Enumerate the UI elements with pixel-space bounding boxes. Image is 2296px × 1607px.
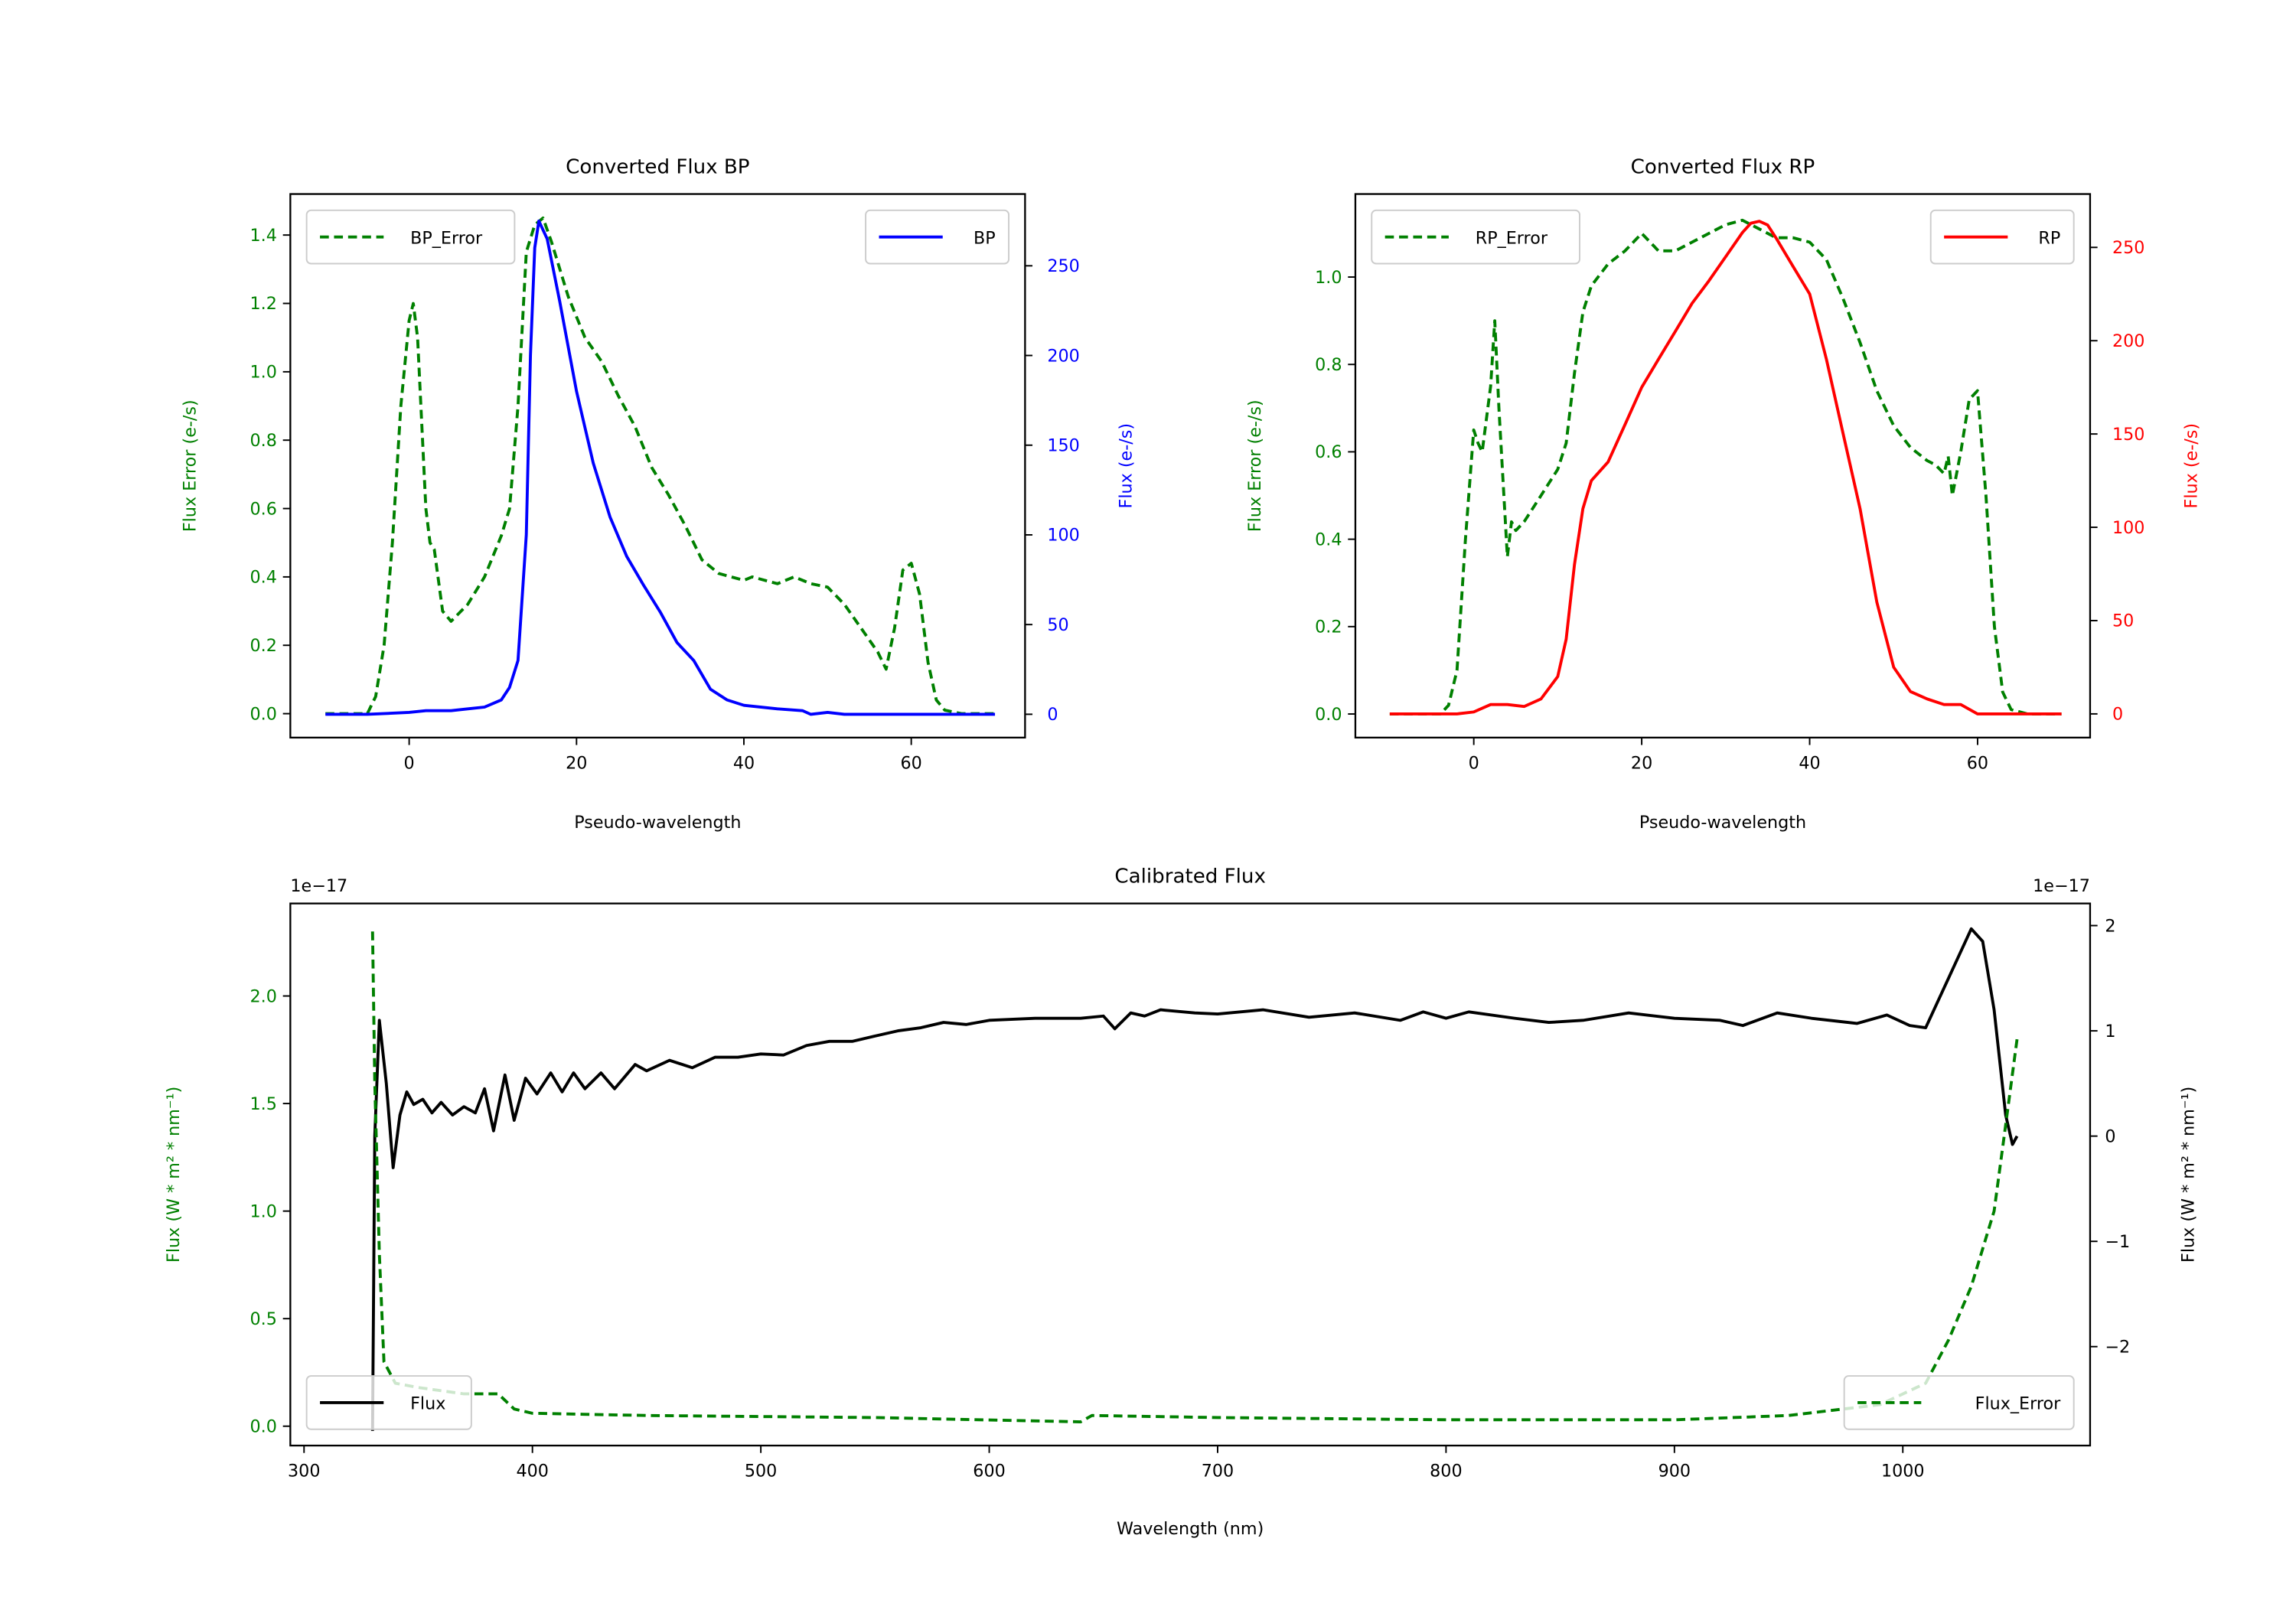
series-line-rp [1389,220,2062,715]
x-axis-label: Wavelength (nm) [1117,1519,1264,1539]
y-right-tick-label: 150 [2112,425,2144,445]
x-tick-label: 60 [1967,754,1988,774]
chart-1: Converted Flux RP 0 20 40 60 Pseudo-wavelengt… [1245,155,2201,832]
legend-label: Flux_Error [1975,1394,2061,1414]
y-left-tick-label: 0.0 [250,1416,277,1436]
y-left-tick-label: 0.8 [1315,355,1342,375]
x-tick-label: 0 [404,754,415,774]
chart-title: Calibrated Flux [1114,865,1266,888]
legend-box [305,1375,472,1430]
y-right-tick-label: 0 [2105,1126,2115,1146]
legend-bp: BP [865,209,1010,265]
y-left-tick-label: 0.5 [250,1309,277,1329]
chart-title: Converted Flux RP [1631,155,1815,178]
y-right-tick-label: 150 [1047,435,1079,455]
series-line-bp-error [325,216,996,715]
x-tick-label: 800 [1430,1462,1462,1482]
y-right-tick-label: 200 [2112,331,2144,351]
x-tick-label: 40 [733,754,755,774]
x-tick-label: 1000 [1881,1462,1925,1482]
legend-rp-error: RP_Error [1371,209,1580,265]
y-left-axis-label: Flux (W * m² * nm⁻¹) [164,1087,184,1263]
legend-flux: Flux [305,1375,472,1430]
y-right-tick-label: 1 [2105,1022,2115,1041]
y-right-tick-label: 200 [1047,346,1079,366]
chart-2: Calibrated Flux 300 400 500 600 700 800 900 1000… [164,865,2198,1540]
y-right-tick-label: 100 [2112,518,2144,538]
chart-title: Converted Flux BP [566,155,749,178]
y-right-tick-label: 100 [1047,526,1079,546]
legend-rp: RP [1929,209,2075,265]
y-left-tick-label: 0.4 [1315,530,1342,549]
y-right-axis-label: Flux (e-/s) [2181,423,2201,508]
x-tick-label: 700 [1202,1462,1234,1482]
x-tick-label: 600 [973,1462,1005,1482]
axes-frame [1354,193,2092,739]
series-line-flux [370,927,2019,1431]
x-tick-label: 500 [745,1462,777,1482]
y-left-tick-label: 0.6 [1315,442,1342,462]
x-tick-label: 900 [1658,1462,1691,1482]
y-right-tick-label: 0 [1047,705,1058,725]
y-right-tick-label: −2 [2105,1337,2130,1357]
legend-box [305,209,516,265]
y-left-tick-label: 0.2 [1315,618,1342,637]
x-tick-label: 400 [516,1462,548,1482]
x-tick-label: 60 [900,754,921,774]
legend-label: RP_Error [1476,228,1548,248]
chart-0: Converted Flux BP 0 20 40 60 Pseudo-wavelengt… [180,155,1136,832]
y-left-tick-label: 0.0 [1315,705,1342,725]
x-axis-label: Pseudo-wavelength [574,813,741,833]
legend-box [1371,209,1580,265]
y-right-offset-label: 1e−17 [2033,876,2090,896]
y-right-tick-label: −1 [2105,1232,2130,1252]
y-left-tick-label: 2.0 [250,986,277,1006]
y-right-tick-label: 250 [1047,256,1079,276]
legend-label: BP_Error [410,228,483,248]
series-line-rp-error [1389,218,2062,716]
x-tick-label: 300 [288,1462,320,1482]
y-left-axis-label: Flux Error (e-/s) [1245,399,1265,532]
axes-frame [289,902,2092,1447]
legend-bp-error: BP_Error [305,209,516,265]
y-left-tick-label: 1.0 [250,1201,277,1221]
y-right-axis-label: Flux (e-/s) [1117,423,1137,509]
y-right-tick-label: 2 [2105,916,2115,936]
x-tick-label: 20 [1631,754,1652,774]
y-left-axis-label: Flux Error (e-/s) [180,399,200,532]
legend-box [1843,1375,2075,1430]
series-line-bp [325,219,996,716]
x-axis-label: Pseudo-wavelength [1639,813,1806,833]
y-left-tick-label: 1.0 [250,363,277,383]
legend-label: Flux [410,1394,445,1414]
legend-label: RP [2038,228,2060,248]
x-tick-label: 0 [1469,754,1479,774]
legend-flux-error: Flux_Error [1843,1375,2075,1430]
y-right-tick-label: 0 [2112,705,2123,725]
y-left-tick-label: 0.4 [250,568,277,588]
series-line-flux-error [370,931,2019,1423]
y-right-tick-label: 50 [2112,611,2134,631]
y-left-tick-label: 1.2 [250,294,277,314]
y-left-tick-label: 0.6 [250,499,277,519]
y-right-tick-label: 50 [1047,615,1068,635]
y-right-axis-label: Flux (W * m² * nm⁻¹) [2178,1087,2198,1263]
axes-frame [289,193,1026,739]
x-tick-label: 20 [566,754,587,774]
y-left-tick-label: 0.0 [250,704,277,724]
x-tick-label: 40 [1799,754,1820,774]
y-left-tick-label: 1.4 [250,226,277,246]
y-right-tick-label: 250 [2112,238,2144,258]
y-left-tick-label: 1.0 [1315,268,1342,288]
y-left-tick-label: 0.2 [250,636,277,656]
legend-label: BP [974,228,996,248]
y-left-offset-label: 1e−17 [290,876,347,896]
y-left-tick-label: 0.8 [250,431,277,451]
y-left-tick-label: 1.5 [250,1094,277,1114]
